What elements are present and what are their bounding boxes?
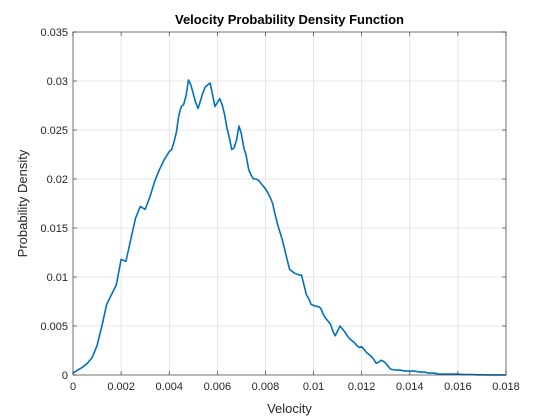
x-tick-label: 0.018 [492, 381, 520, 393]
x-tick-label: 0.016 [444, 381, 472, 393]
chart-title: Velocity Probability Density Function [175, 12, 404, 27]
tick-marks [72, 31, 507, 376]
series-layer [72, 79, 507, 376]
y-axis-title: Probability Density [15, 149, 30, 257]
y-tick-label: 0.015 [40, 223, 68, 235]
x-tick-label: 0.006 [204, 381, 232, 393]
series-line-0 [72, 79, 507, 376]
y-tick-label: 0.01 [47, 272, 68, 284]
y-tick-label: 0.03 [47, 76, 68, 88]
y-tick-label: 0.005 [40, 321, 68, 333]
plot-frame [72, 31, 507, 376]
x-tick-label: 0.01 [303, 381, 324, 393]
x-axis-title: Velocity [267, 401, 312, 416]
x-tick-label: 0 [70, 381, 76, 393]
y-tick-labels: 0 0.005 0.01 0.015 0.02 0.025 0.03 0.035 [40, 27, 68, 382]
x-tick-label: 0.002 [107, 381, 135, 393]
y-tick-label: 0.035 [40, 27, 68, 39]
x-tick-label: 0.014 [396, 381, 424, 393]
plot-area [73, 32, 506, 375]
x-tick-label: 0.012 [348, 381, 376, 393]
x-tick-labels: 0 0.002 0.004 0.006 0.008 0.01 0.012 0.014 0.016… [70, 381, 520, 393]
x-tick-label: 0.004 [155, 381, 183, 393]
y-tick-label: 0.025 [40, 125, 68, 137]
x-tick-label: 0.008 [252, 381, 280, 393]
y-tick-label: 0.02 [47, 174, 68, 186]
y-tick-label: 0 [62, 370, 68, 382]
